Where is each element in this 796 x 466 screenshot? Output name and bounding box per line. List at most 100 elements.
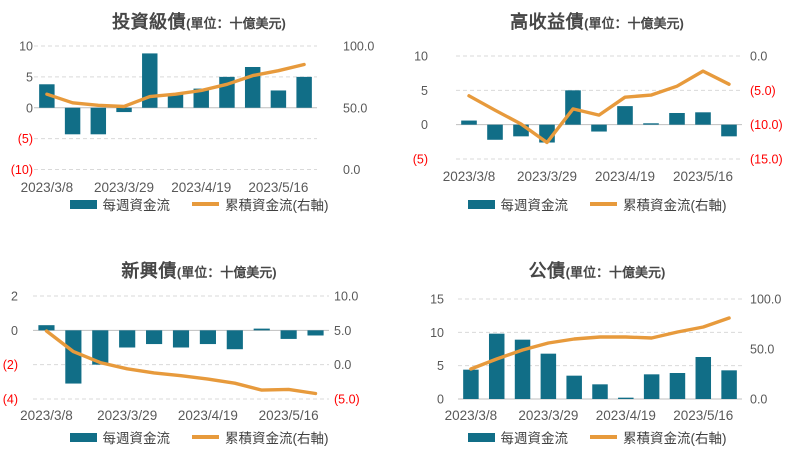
x-axis-date-label: 2023/3/8 — [20, 408, 73, 423]
left-axis-tick-label: 5 — [437, 359, 444, 373]
weekly-flow-bar — [566, 375, 582, 399]
legend-line-label: 累積資金流(右軸) — [623, 431, 727, 446]
left-axis-tick-label: 5 — [26, 70, 33, 84]
weekly-flow-bar — [167, 94, 184, 108]
x-axis-date-label: 2023/4/19 — [178, 408, 238, 423]
chart-unit-label: (單位：十億美元) — [186, 16, 286, 31]
left-axis-tick-label: 10 — [414, 50, 428, 64]
legend-line-swatch — [590, 202, 617, 206]
weekly-flow-bar — [617, 106, 633, 125]
weekly-flow-bar — [695, 357, 712, 399]
weekly-flow-bar — [270, 90, 287, 108]
left-axis-tick-label: 0 — [421, 118, 428, 132]
left-axis-tick-label: 10 — [430, 326, 444, 340]
x-axis-date-label: 2023/4/19 — [596, 408, 656, 423]
legend-line-swatch — [590, 435, 617, 439]
legend-line-label: 累積資金流(右軸) — [225, 431, 329, 446]
left-axis-tick-label: 2 — [11, 290, 18, 304]
legend-line-swatch — [192, 202, 219, 206]
weekly-flow-bar — [142, 53, 158, 108]
chart-panel-emerging-market-bonds: 新興債(單位：十億美元) 2 0 (2) (4) 10.0 5.0 0.0 (5.0) 2023… — [0, 233, 398, 466]
right-axis-tick-label: 0.0 — [750, 393, 767, 407]
chart-legend: 每週資金流 累積資金流(右軸) — [0, 194, 398, 214]
weekly-flow-bar — [591, 124, 607, 132]
x-axis-date-label: 2023/5/16 — [259, 408, 319, 423]
chart-panel-high-yield-bonds: 高收益債(單位：十億美元) 10 5 0 (5) 0.0 (5.0) (10.0) (15.0… — [398, 0, 796, 233]
chart-panel-investment-grade-bonds: 投資級債(單位：十億美元) 10 5 0 (5) (10) 100.0 50.0 0.0 202… — [0, 0, 398, 233]
weekly-flow-bar — [695, 112, 711, 125]
chart-title-text: 新興債 — [121, 261, 177, 281]
right-axis-tick-label: 0.0 — [334, 358, 351, 372]
left-axis-tick-label: 10 — [19, 40, 33, 54]
x-axis-date-label: 2023/5/16 — [248, 180, 308, 195]
weekly-flow-bar — [488, 333, 505, 399]
left-axis-tick-label: 0 — [26, 101, 33, 115]
weekly-flow-bar — [65, 330, 82, 384]
left-axis-tick-label: (5) — [18, 132, 33, 146]
chart-plot-emerging-market: 2 0 (2) (4) 10.0 5.0 0.0 (5.0) 2023/3/8 2023/3/29… — [3, 290, 360, 424]
legend-bar-swatch — [467, 432, 495, 442]
weekly-flow-bar — [487, 124, 503, 140]
left-axis-tick-label: (5) — [413, 153, 428, 167]
x-axis-date-label: 2023/3/29 — [97, 408, 157, 423]
chart-title: 高收益債(單位：十億美元) — [398, 11, 796, 34]
left-axis-tick-label: 15 — [430, 293, 444, 307]
weekly-flow-bar — [513, 124, 529, 137]
weekly-flow-bar — [296, 76, 312, 108]
x-axis-date-label: 2023/5/16 — [673, 169, 733, 184]
x-axis-date-label: 2023/3/29 — [94, 180, 154, 195]
chart-title: 公債(單位：十億美元) — [398, 260, 796, 283]
x-axis-date-label: 2023/3/29 — [518, 408, 578, 423]
chart-title-text: 高收益債 — [510, 12, 585, 32]
weekly-flow-bar — [618, 397, 634, 399]
chart-legend: 每週資金流 累積資金流(右軸) — [0, 427, 398, 447]
right-axis-tick-label: (5.0) — [750, 84, 776, 98]
weekly-flow-bar — [90, 107, 107, 135]
left-axis-tick-label: (2) — [3, 358, 18, 372]
weekly-flow-bar — [193, 88, 209, 108]
weekly-flow-bar — [146, 330, 163, 345]
chart-unit-label: (單位：十億美元) — [584, 16, 684, 31]
chart-plot-high-yield: 10 5 0 (5) 0.0 (5.0) (10.0) (15.0) 2023/3/8 2023/… — [413, 50, 783, 185]
weekly-flow-bar — [643, 123, 659, 125]
right-axis-tick-label: 50.0 — [343, 101, 367, 115]
chart-legend: 每週資金流 累積資金流(右軸) — [398, 427, 796, 447]
right-axis-tick-label: 5.0 — [334, 324, 351, 338]
x-axis-date-label: 2023/3/8 — [445, 408, 498, 423]
chart-unit-label: (單位：十億美元) — [565, 265, 666, 280]
legend-bar-swatch — [69, 432, 97, 442]
legend-line-label: 累積資金流(右軸) — [623, 198, 727, 213]
legend-bar-swatch — [69, 199, 97, 209]
cumulative-flow-line — [44, 329, 318, 396]
legend-line-swatch — [192, 435, 219, 439]
chart-unit-label: (單位：十億美元) — [176, 265, 277, 280]
chart-title-text: 公債 — [528, 261, 566, 281]
x-axis-date-label: 2023/3/8 — [21, 180, 74, 195]
chart-plot-government: 15 10 5 0 100.0 50.0 0.0 2023/3/8 2023/3/29 2023/… — [430, 293, 781, 424]
right-axis-tick-label: 100.0 — [750, 293, 781, 307]
left-axis-tick-label: (10) — [11, 163, 33, 177]
weekly-flow-bar — [669, 373, 686, 399]
weekly-flow-bar — [540, 353, 557, 399]
weekly-flow-bar — [64, 107, 81, 135]
chart-title: 新興債(單位：十億美元) — [0, 260, 398, 283]
right-axis-tick-label: 0.0 — [750, 50, 767, 64]
weekly-flow-bar — [199, 330, 216, 345]
right-axis-tick-label: 100.0 — [343, 40, 374, 54]
left-axis-tick-label: (4) — [3, 393, 18, 407]
cumulative-flow-line — [467, 69, 731, 145]
right-axis-tick-label: 50.0 — [750, 343, 774, 357]
chart-title: 投資級債(單位：十億美元) — [0, 11, 398, 34]
chart-legend: 每週資金流 累積資金流(右軸) — [398, 194, 796, 214]
x-axis-date-label: 2023/3/8 — [443, 169, 496, 184]
right-axis-tick-label: (5.0) — [334, 393, 360, 407]
x-axis-date-label: 2023/3/29 — [517, 169, 577, 184]
left-axis-tick-label: 0 — [437, 393, 444, 407]
right-axis-tick-label: 0.0 — [343, 163, 360, 177]
weekly-flow-bar — [39, 84, 55, 108]
legend-bar-swatch — [467, 199, 495, 209]
right-axis-tick-label: (10.0) — [750, 118, 783, 132]
legend-bar-label: 每週資金流 — [102, 431, 171, 446]
x-axis-date-label: 2023/4/19 — [171, 180, 231, 195]
